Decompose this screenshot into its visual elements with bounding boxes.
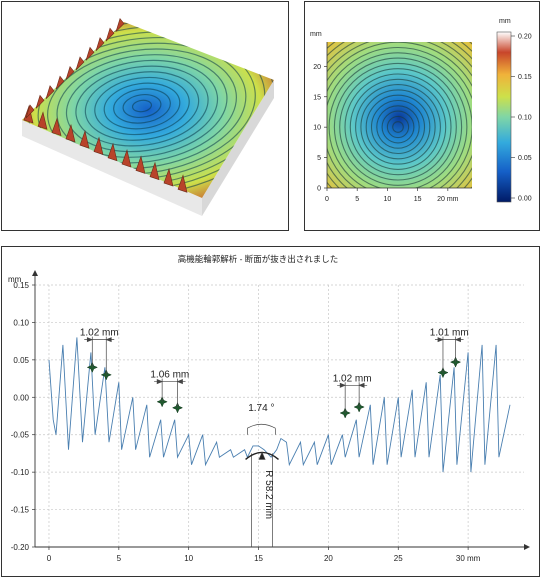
map-x-tick-label: 15 — [414, 196, 422, 203]
map-axis-unit: mm — [310, 31, 322, 38]
x-tick-label: 0 — [47, 554, 52, 563]
radius-annotation: R 58.2 mm — [263, 470, 274, 519]
pitch-annotation-4: 1.01 mm — [430, 328, 469, 339]
colorbar-tick-label: 0.20 — [518, 34, 532, 41]
profile-panel: 高機能輪郭解析 - 断面が抜き出されました mm 0.15 0.10 0.05 0.0… — [1, 246, 540, 577]
x-axis-arrow-icon — [524, 544, 530, 550]
colorbar — [496, 31, 512, 203]
y-tick-label: 0.00 — [13, 393, 29, 402]
map-x-tick-label: 0 — [325, 196, 329, 203]
map-y-tick-label: 0 — [317, 186, 321, 193]
profile-marker-point — [449, 356, 462, 368]
map-y-tick-label: 5 — [317, 155, 321, 162]
3d-surface-render-icon — [22, 17, 274, 216]
profile-series-line — [48, 337, 511, 473]
profile-marker-point — [437, 366, 449, 379]
colorbar-tick-label: 0.15 — [518, 74, 532, 81]
profile-marker-point — [86, 361, 98, 373]
y-tick-label: 0.15 — [13, 281, 29, 290]
map-x-tick-label: 20 mm — [437, 196, 459, 203]
x-tick-label: 20 — [324, 554, 333, 563]
profile-title: 高機能輪郭解析 - 断面が抜き出されました — [178, 254, 339, 264]
y-tick-label: -0.05 — [11, 431, 30, 440]
x-tick-label: 15 — [254, 554, 263, 563]
y-tick-label: 0.05 — [13, 356, 29, 365]
angle-annotation: 1.74 ° — [248, 403, 274, 414]
map-x-tick-label: 10 — [384, 196, 392, 203]
colorbar-tick-label: 0.10 — [518, 115, 532, 122]
colorbar-tick-label: 0.00 — [518, 196, 532, 203]
profile-marker-point — [339, 407, 351, 419]
surface-3d-panel — [1, 1, 289, 231]
y-axis-arrow-icon — [32, 270, 38, 276]
profile-marker-point — [100, 369, 112, 381]
y-tick-label: -0.15 — [11, 506, 30, 515]
map-y-tick-label: 15 — [313, 94, 321, 101]
x-tick-label: 5 — [117, 554, 122, 563]
y-tick-label: -0.20 — [11, 543, 30, 552]
angle-arc — [247, 423, 276, 429]
map-x-tick-label: 5 — [355, 196, 359, 203]
height-map-panel: mm 0 5 10 15 20 mm 0 5 10 15 20 mm 0.20 0.15 0.10 0… — [304, 1, 540, 231]
y-tick-label: 0.10 — [13, 318, 29, 327]
map-y-tick-label: 10 — [313, 125, 321, 132]
x-tick-label: 10 — [184, 554, 193, 563]
colorbar-unit: mm — [499, 18, 511, 25]
pitch-annotation-2: 1.06 mm — [150, 370, 189, 381]
x-tick-label: 30 mm — [456, 554, 481, 563]
pitch-annotation-3: 1.02 mm — [333, 373, 372, 384]
profile-y-unit: mm — [8, 275, 22, 284]
profile-marker-point — [171, 402, 184, 414]
map-y-tick-label: 20 — [313, 64, 321, 71]
y-tick-label: -0.10 — [11, 468, 30, 477]
pitch-annotation-1: 1.02 mm — [80, 328, 119, 339]
colorbar-tick-label: 0.05 — [518, 155, 532, 162]
x-tick-label: 25 — [394, 554, 403, 563]
